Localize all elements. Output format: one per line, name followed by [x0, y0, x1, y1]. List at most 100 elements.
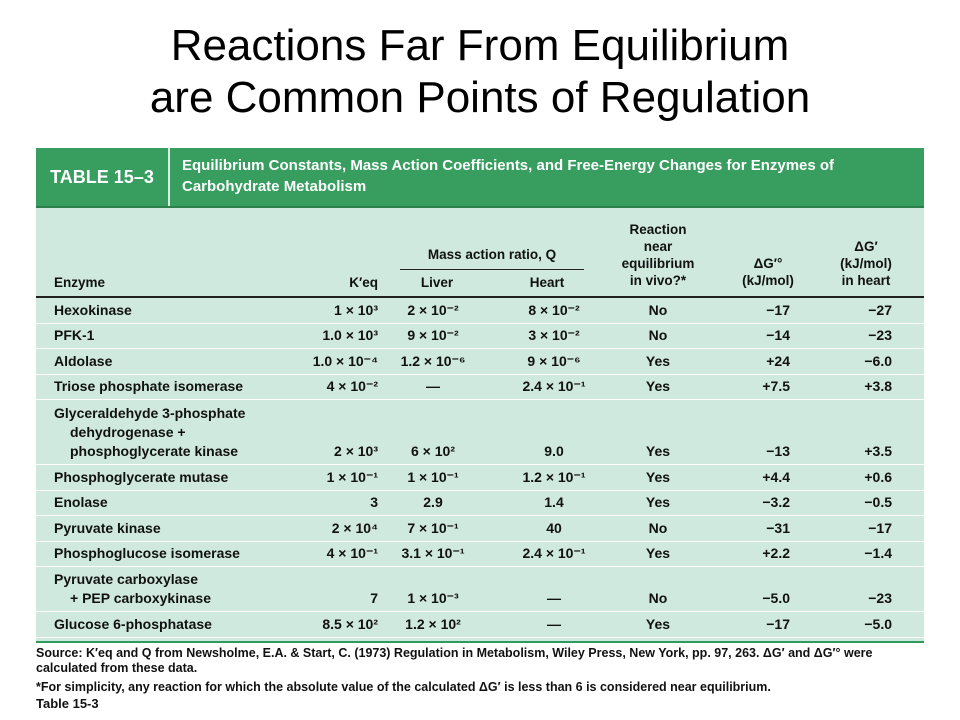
- cell-q-heart: —: [547, 590, 561, 606]
- near-equilibrium-note: *For simplicity, any reaction for which …: [36, 680, 771, 694]
- cell-dg-heart: −27: [868, 301, 892, 318]
- cell-dg0: +7.5: [762, 378, 790, 394]
- header-near-line: near: [643, 239, 673, 254]
- table-row: Aldolase 1.0 × 10⁻⁴ 1.2 × 10⁻⁶ 9 × 10⁻⁶ Yes +…: [36, 349, 924, 375]
- footnotes: Source: K′eq and Q from Newsholme, E.A. …: [36, 646, 924, 699]
- header-dg: ΔG′ (kJ/mol) in heart: [828, 238, 904, 289]
- cell-dg-heart: −1.4: [864, 545, 892, 561]
- cell-keq: 4 × 10⁻¹: [326, 545, 378, 561]
- cell-keq: 2 × 10⁴: [331, 519, 378, 536]
- cell-dg0: −31: [766, 519, 790, 536]
- cell-dg-heart: −17: [868, 519, 892, 536]
- table-row: Phosphoglycerate mutase 1 × 10⁻¹ 1 × 10⁻¹ 1…: [36, 465, 924, 491]
- cell-keq: 2 × 10³: [334, 443, 378, 459]
- cell-near-equilibrium: Yes: [645, 494, 671, 510]
- table-row: PFK-1 1.0 × 10³ 9 × 10⁻² 3 × 10⁻² No −14 −23: [36, 324, 924, 349]
- header-near-line: equilibrium: [621, 256, 695, 271]
- cell-enzyme: Phosphoglycerate mutase: [54, 468, 228, 487]
- cell-q-liver: 1.2 × 10⁻⁶: [400, 352, 466, 369]
- enzyme-name-line: Enolase: [54, 494, 108, 510]
- header-dg-line: (kJ/mol): [840, 256, 892, 271]
- cell-near-equilibrium: Yes: [645, 545, 671, 561]
- cell-dg0: +2.2: [762, 545, 790, 561]
- slide-title-line-2: are Common Points of Regulation: [149, 73, 811, 122]
- cell-keq: 8.5 × 10²: [322, 615, 378, 632]
- header-dg-line: ΔG′: [854, 239, 878, 254]
- table-banner: TABLE 15–3 Equilibrium Constants, Mass A…: [36, 148, 924, 208]
- cell-dg0: +4.4: [762, 468, 790, 485]
- cell-q-liver: 1 × 10⁻¹: [407, 468, 459, 485]
- cell-enzyme: Pyruvate kinase: [54, 519, 161, 538]
- cell-keq: 1 × 10³: [334, 301, 378, 318]
- cell-dg-heart: −6.0: [864, 352, 892, 369]
- header-heart: Heart: [529, 275, 565, 290]
- cell-dg-heart: −5.0: [864, 615, 892, 632]
- cell-keq: 1 × 10⁻¹: [326, 468, 378, 485]
- cell-near-equilibrium: Yes: [645, 352, 671, 369]
- cell-enzyme: Enolase: [54, 493, 108, 512]
- cell-enzyme: Pyruvate carboxylase + PEP carboxykinase: [54, 570, 211, 608]
- table-row: Glucose 6-phosphatase 8.5 × 10² 1.2 × 10² —…: [36, 612, 924, 638]
- enzyme-name-line: PFK-1: [54, 327, 95, 343]
- header-mass-action: Mass action ratio, Q: [427, 247, 557, 262]
- slide-title: Reactions Far From Equilibrium are Commo…: [0, 20, 960, 124]
- cell-keq: 1.0 × 10⁻⁴: [312, 352, 378, 369]
- cell-q-heart: 2.4 × 10⁻¹: [522, 545, 586, 561]
- cell-dg0: −5.0: [762, 590, 790, 606]
- header-enzyme: Enzyme: [54, 275, 106, 290]
- cell-q-liver: 6 × 10²: [411, 443, 455, 459]
- table-row: Phosphoglucose isomerase 4 × 10⁻¹ 3.1 × 10…: [36, 542, 924, 567]
- table-caption: Table 15-3: [36, 696, 99, 711]
- table-label: TABLE 15–3: [50, 167, 154, 187]
- cell-enzyme: Triose phosphate isomerase: [54, 377, 243, 396]
- cell-near-equilibrium: Yes: [645, 443, 671, 459]
- cell-near-equilibrium: Yes: [645, 468, 671, 485]
- cell-q-liver: 1.2 × 10²: [405, 615, 461, 632]
- banner-divider: [168, 148, 170, 206]
- cell-dg0: −13: [766, 443, 790, 459]
- cell-keq: 7: [370, 590, 378, 606]
- cell-q-heart: —: [547, 615, 561, 632]
- table-title: Equilibrium Constants, Mass Action Coeff…: [182, 157, 835, 195]
- enzyme-name-line: Phosphoglycerate mutase: [54, 468, 229, 485]
- cell-enzyme: Glucose 6-phosphatase: [54, 615, 212, 634]
- cell-q-liver: 1 × 10⁻³: [407, 590, 459, 606]
- cell-dg-heart: −23: [868, 327, 892, 343]
- cell-q-heart: 9.0: [544, 443, 564, 459]
- cell-near-equilibrium: Yes: [645, 615, 671, 632]
- enzyme-name-line: Pyruvate kinase: [54, 519, 161, 536]
- cell-dg0: −17: [766, 615, 790, 632]
- header-near-equilibrium: Reaction near equilibrium in vivo?*: [618, 221, 698, 289]
- cell-q-heart: 1.2 × 10⁻¹: [522, 468, 586, 485]
- cell-q-liver: 7 × 10⁻¹: [407, 519, 459, 536]
- cell-q-liver: 9 × 10⁻²: [407, 327, 459, 343]
- cell-q-heart: 1.4: [544, 494, 564, 510]
- cell-near-equilibrium: Yes: [645, 378, 671, 394]
- cell-near-equilibrium: No: [648, 519, 668, 536]
- header-near-line: Reaction: [629, 222, 687, 237]
- cell-enzyme: Phosphoglucose isomerase: [54, 544, 240, 563]
- enzyme-name-line: Pyruvate carboxylase: [54, 571, 198, 587]
- cell-q-heart: 2.4 × 10⁻¹: [522, 378, 586, 394]
- header-dg0-line: (kJ/mol): [742, 273, 794, 288]
- enzyme-name-line: Glucose 6-phosphatase: [54, 615, 212, 632]
- cell-enzyme: Hexokinase: [54, 301, 132, 320]
- cell-enzyme: Glyceraldehyde 3-phosphate dehydrogenase …: [54, 404, 245, 461]
- mass-action-rule: [400, 269, 584, 270]
- header-dg0: ΔG′° (kJ/mol): [730, 255, 806, 289]
- header-keq: K′eq: [349, 275, 378, 290]
- enzyme-name-line: Aldolase: [54, 352, 113, 369]
- header-liver: Liver: [420, 275, 454, 290]
- cell-dg0: +24: [766, 352, 790, 369]
- cell-q-liver: 2.9: [423, 494, 443, 510]
- cell-near-equilibrium: No: [648, 327, 668, 343]
- slide-title-line-1: Reactions Far From Equilibrium: [170, 21, 790, 70]
- table-row: Pyruvate carboxylase + PEP carboxykinase 7…: [36, 567, 924, 612]
- table-row: Enolase 3 2.9 1.4 Yes −3.2 −0.5: [36, 491, 924, 516]
- cell-dg-heart: −23: [868, 590, 892, 606]
- cell-dg-heart: +3.8: [864, 378, 892, 394]
- cell-q-liver: 3.1 × 10⁻¹: [401, 545, 465, 561]
- header-dg0-line: ΔG′°: [753, 256, 783, 271]
- enzyme-name-line: Hexokinase: [54, 301, 132, 318]
- cell-q-heart: 3 × 10⁻²: [528, 327, 580, 343]
